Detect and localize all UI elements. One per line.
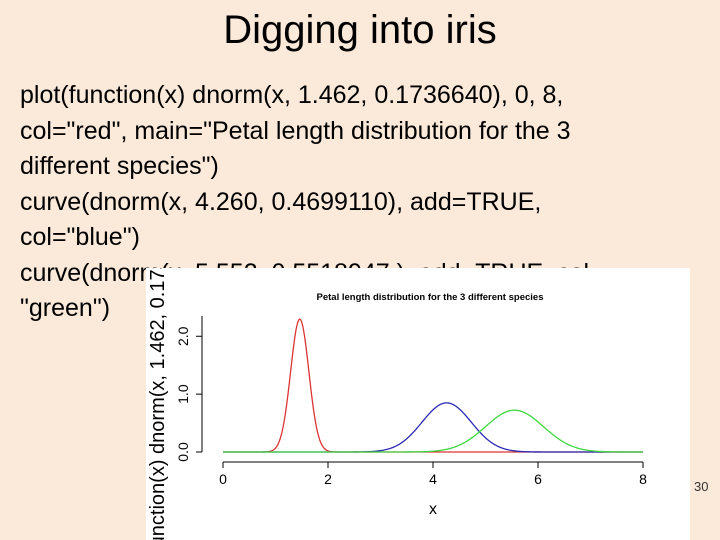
green-density-curve (223, 409, 643, 453)
x-axis-label: x (429, 501, 437, 518)
page-number: 30 (694, 479, 709, 494)
x-tick-label: 8 (639, 471, 647, 487)
y-tick-label: 1.0 (175, 384, 191, 404)
x-tick-label: 0 (219, 471, 227, 487)
y-axis-label: function(x) dnorm(x, 1.462, 0.1736640) (147, 268, 169, 540)
y-tick-label: 0.0 (175, 442, 191, 462)
x-tick-label: 6 (534, 471, 542, 487)
code-line: curve(dnorm(x, 4.260, 0.4699110), add=TR… (20, 187, 542, 216)
y-ticks: 0.0 1.0 2.0 (175, 326, 202, 462)
plot-panel: Petal length distribution for the 3 diff… (146, 268, 690, 540)
code-line: col="red", main="Petal length distributi… (20, 116, 571, 145)
curves (223, 318, 643, 453)
code-line: plot(function(x) dnorm(x, 1.462, 0.17366… (20, 81, 564, 109)
x-tick-label: 4 (429, 471, 437, 487)
density-plot: Petal length distribution for the 3 diff… (147, 268, 647, 540)
code-line: different species") (20, 152, 219, 180)
x-tick-label: 2 (324, 471, 332, 487)
x-ticks: 0 2 4 6 8 (219, 462, 647, 487)
y-tick-label: 2.0 (175, 326, 191, 346)
chart-title: Petal length distribution for the 3 diff… (317, 292, 544, 303)
slide-title: Digging into iris (223, 8, 497, 52)
red-density-curve (223, 318, 643, 453)
code-line: col="blue") (20, 223, 140, 251)
code-line: "green") (20, 294, 111, 322)
